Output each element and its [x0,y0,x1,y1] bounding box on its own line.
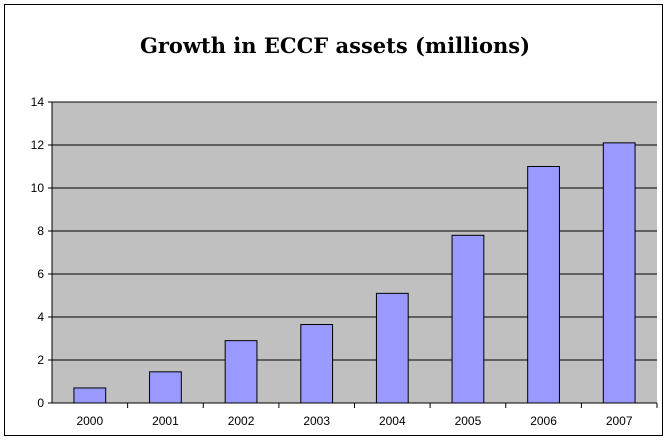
bar-2006 [527,166,560,404]
x-tick-label: 2003 [303,414,330,428]
y-tick-labels: 0 2 4 6 8 10 12 14 [31,95,45,410]
bar-2007 [602,142,636,404]
x-tick-label: 2004 [379,414,406,428]
y-tick-label: 6 [37,267,44,281]
y-tick-label: 10 [31,181,45,195]
x-tick-label: 2000 [76,414,103,428]
bar-2001 [149,371,182,404]
chart-title: Growth in ECCF assets (millions) [139,33,531,58]
bar-2004 [375,292,409,404]
x-tick-label: 2001 [152,414,179,428]
bar-2002 [224,340,258,404]
bar-2003 [300,324,334,404]
bars [73,142,636,408]
y-tick-label: 14 [31,95,45,109]
x-tick-labels: 2000 2001 2002 2003 2004 2005 2006 2007 [76,414,632,428]
y-tick-label: 8 [37,224,44,238]
plot-area [52,102,657,403]
y-tick-label: 2 [37,353,44,367]
y-tick-label: 12 [31,138,45,152]
bar-2000 [73,387,107,404]
bar-2005 [451,234,485,404]
x-tick-label: 2006 [530,414,557,428]
x-tick-label: 2005 [455,414,482,428]
x-tick-label: 2007 [606,414,633,428]
axes [51,102,658,408]
y-tick-label: 4 [37,310,44,324]
x-tick-label: 2002 [228,414,255,428]
y-tick-label: 0 [37,396,44,410]
